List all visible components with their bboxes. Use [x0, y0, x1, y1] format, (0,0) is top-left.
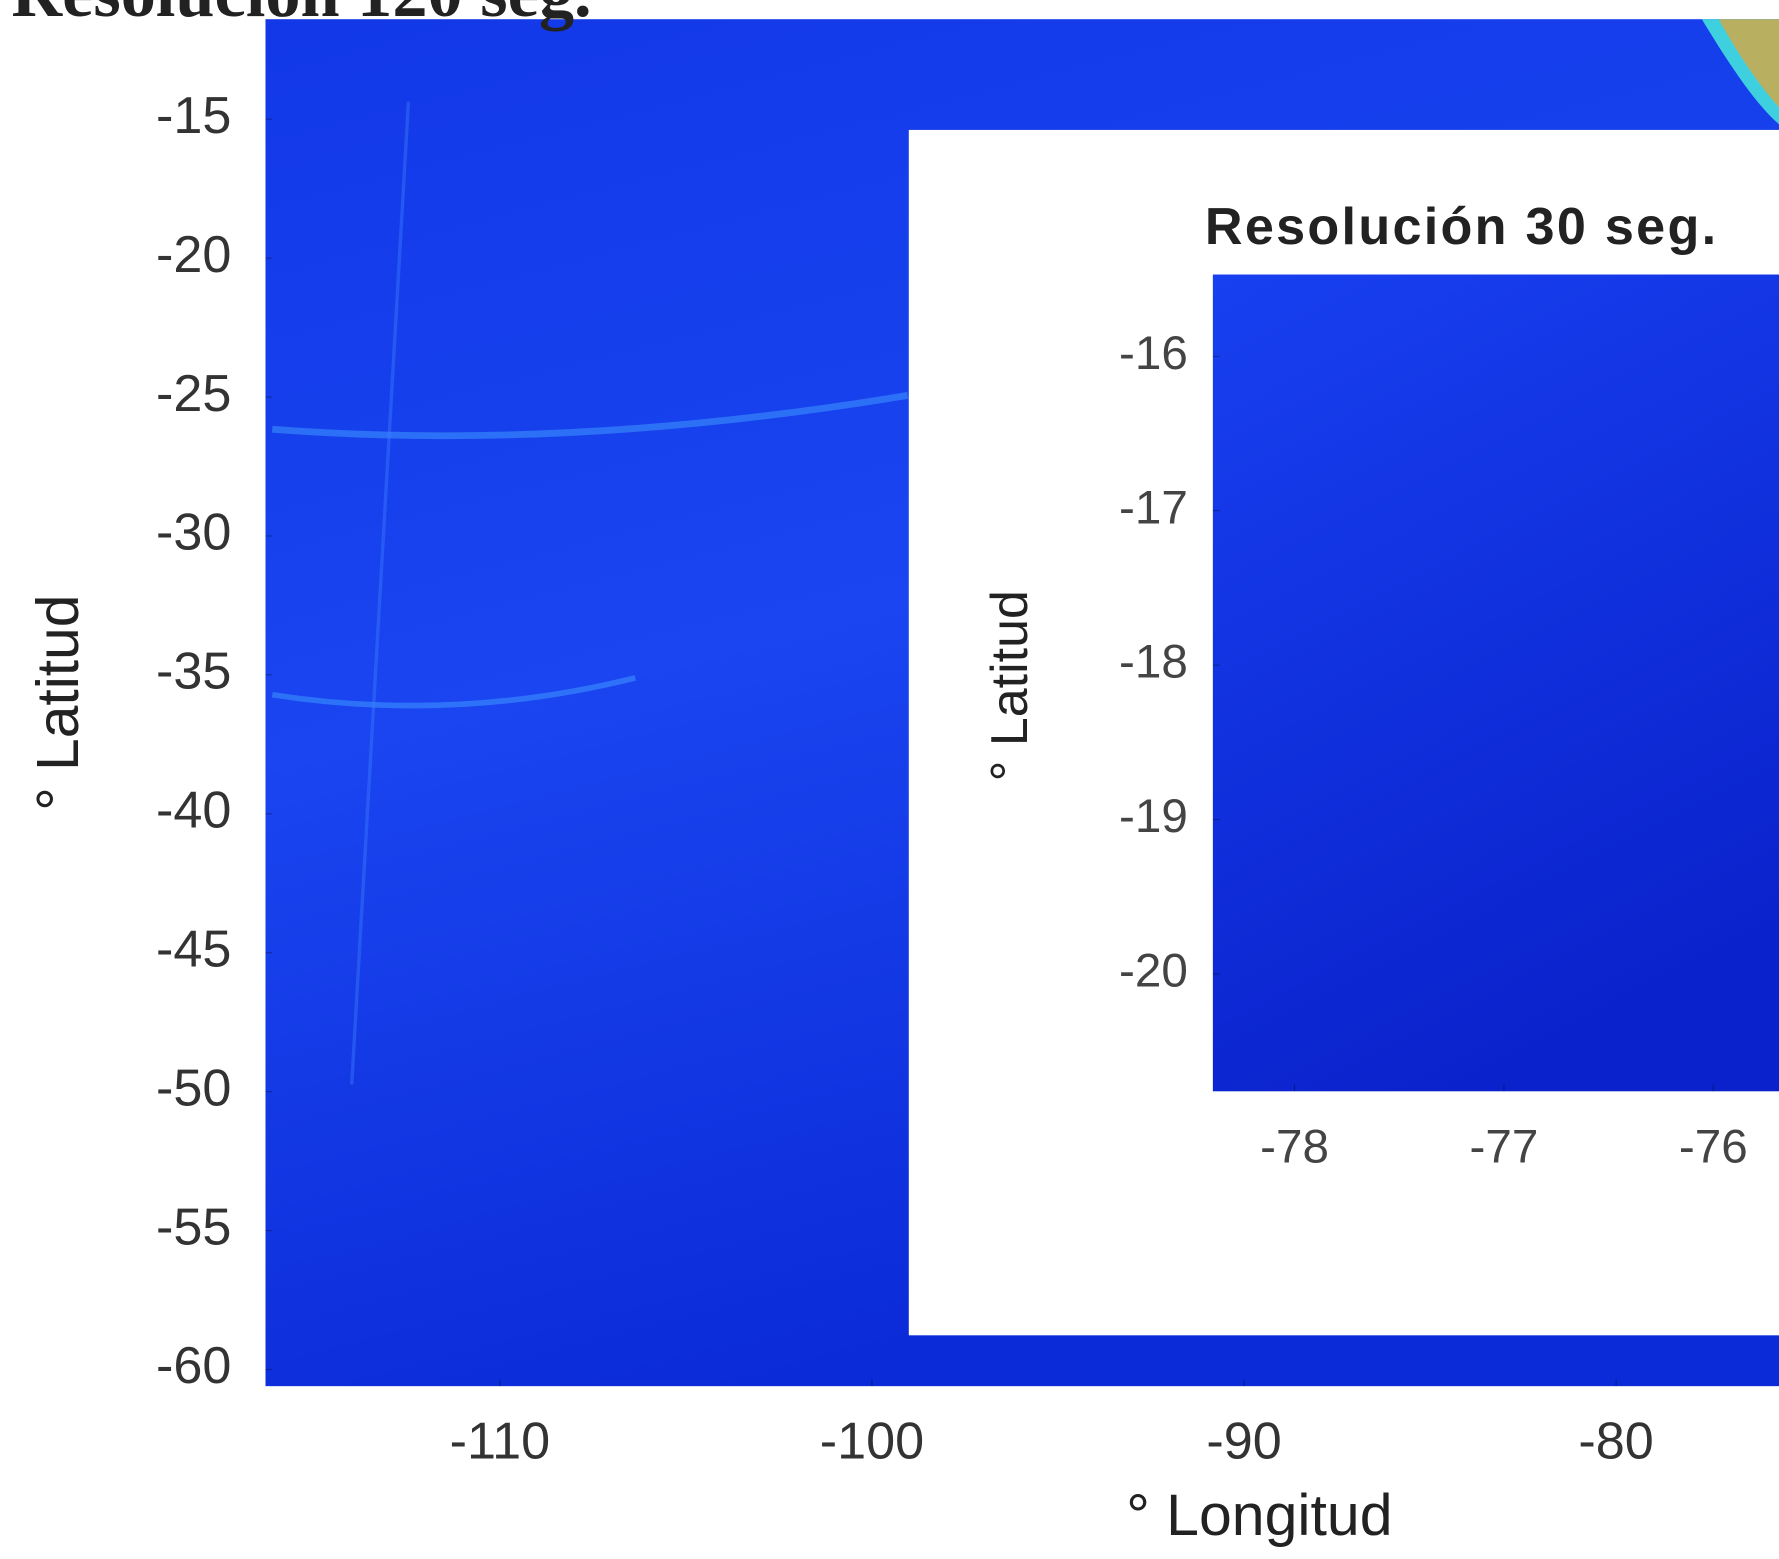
y-tick-label: -18: [1119, 636, 1188, 689]
y-tick-label: -16: [1119, 327, 1188, 380]
x-tick-label: -76: [1679, 1121, 1748, 1174]
y-tick-label: -45: [156, 921, 231, 979]
x-tick-label: -110: [450, 1413, 551, 1471]
fracture: [350, 101, 411, 1085]
y-tick-label: -50: [156, 1059, 231, 1117]
y-tick-label: -25: [156, 365, 231, 423]
y-axis-label: ° Latitud: [26, 595, 91, 811]
x-tick-label: -100: [820, 1413, 924, 1471]
main-title: Resolución 120 seg.: [11, 0, 591, 32]
y-tick-label: -20: [156, 226, 231, 284]
y-tick-label: -20: [1119, 945, 1188, 998]
inset-title: Resolución 30 seg.: [1205, 198, 1718, 256]
content: Resolución 120 seg. Resolución 30 seg. °…: [11, 0, 1779, 1548]
y-tick-label: -40: [156, 782, 231, 840]
x-tick-label: -90: [1206, 1413, 1281, 1471]
y-tick-label: -35: [156, 643, 231, 701]
inset-y-axis-label: ° Latitud: [981, 590, 1039, 781]
y-tick-label: -15: [156, 87, 231, 145]
ridge: [271, 675, 637, 709]
y-tick-label: -17: [1119, 481, 1188, 534]
y-tick-label: -60: [156, 1337, 231, 1395]
inset-map-image: [1212, 274, 1779, 1092]
x-tick-label: -78: [1260, 1121, 1329, 1174]
land: [1718, 19, 1779, 108]
x-axis-label: ° Longitud: [1126, 1483, 1392, 1548]
ridge: [272, 392, 909, 440]
y-tick-label: -55: [156, 1198, 231, 1256]
x-tick-label: -77: [1469, 1121, 1538, 1174]
x-tick-label: -80: [1578, 1413, 1653, 1471]
y-tick-label: -30: [156, 504, 231, 562]
y-tick-label: -19: [1119, 790, 1188, 843]
